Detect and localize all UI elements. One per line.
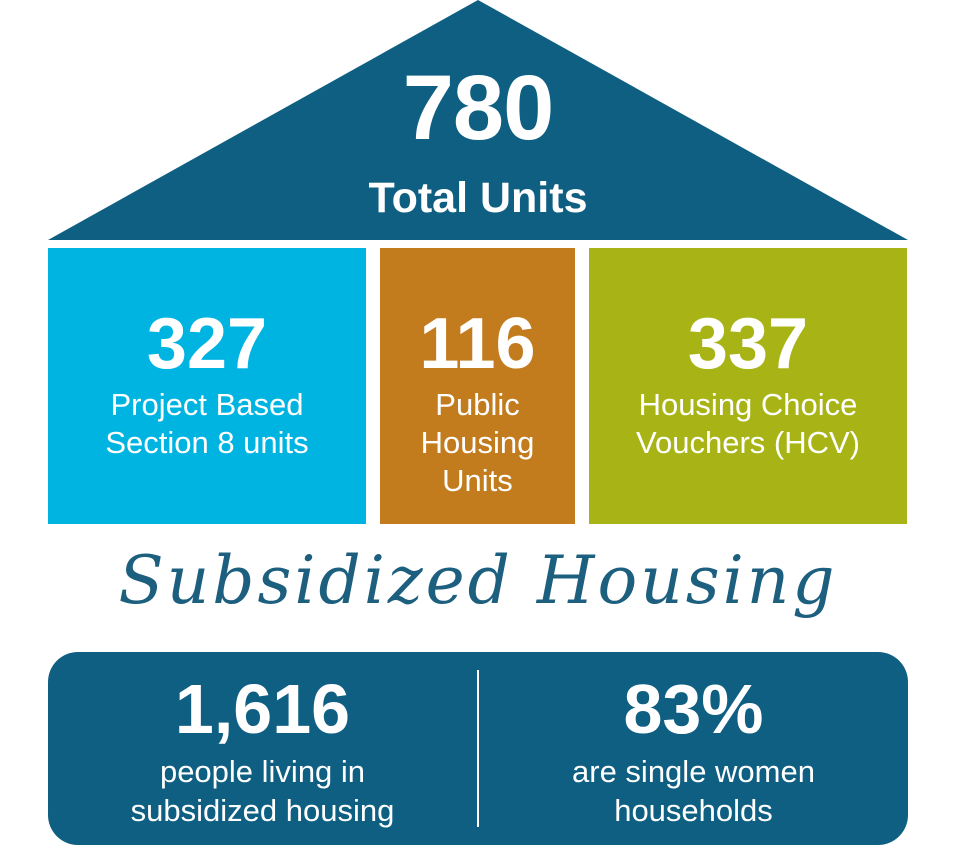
roof-shape [48,0,908,240]
people-label: people living in subsidized housing [130,754,395,828]
public-housing-box: 116 Public Housing Units [380,248,575,524]
hcv-number: 337 [687,304,809,384]
total-units-label: Total Units [368,174,588,222]
housing-choice-vouchers-box: 337 Housing Choice Vouchers (HCV) [589,248,907,524]
people-count: 1,616 [174,670,351,748]
subsidized-housing-title: Subsidized Housing [118,542,838,619]
project-based-label: Project Based Section 8 units [105,387,309,460]
roof-triangle [48,0,908,240]
single-women-percent: 83% [623,670,764,748]
hcv-label: Housing Choice Vouchers (HCV) [636,387,860,460]
project-based-section8-box: 327 Project Based Section 8 units [48,248,366,524]
project-based-number: 327 [146,304,268,384]
public-housing-number: 116 [419,304,536,384]
stats-panel: 1,616 people living in subsidized housin… [48,652,908,845]
people-living-stat: 1,616 people living in subsidized housin… [48,652,477,845]
stats-divider [477,670,479,827]
total-units-number: 780 [402,57,555,159]
single-women-label: are single women households [572,754,815,828]
single-women-stat: 83% are single women households [479,652,908,845]
public-housing-label: Public Housing Units [420,387,535,498]
